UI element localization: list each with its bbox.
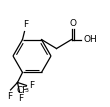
Text: F: F <box>7 92 12 101</box>
Text: F: F <box>29 81 35 90</box>
Text: O: O <box>69 19 76 27</box>
Text: 3: 3 <box>25 88 28 93</box>
Text: CF: CF <box>16 86 28 95</box>
Text: OH: OH <box>83 35 97 44</box>
Text: F: F <box>23 20 28 29</box>
Text: F: F <box>18 94 23 103</box>
